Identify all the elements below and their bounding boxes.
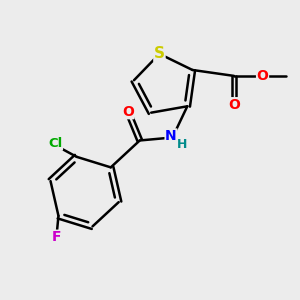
Text: F: F [52, 230, 62, 244]
Text: H: H [177, 137, 187, 151]
Text: S: S [154, 46, 165, 62]
Text: N: N [165, 129, 177, 143]
Text: O: O [228, 98, 240, 112]
Text: O: O [256, 69, 268, 83]
Text: Cl: Cl [48, 137, 62, 150]
Text: O: O [122, 105, 134, 118]
